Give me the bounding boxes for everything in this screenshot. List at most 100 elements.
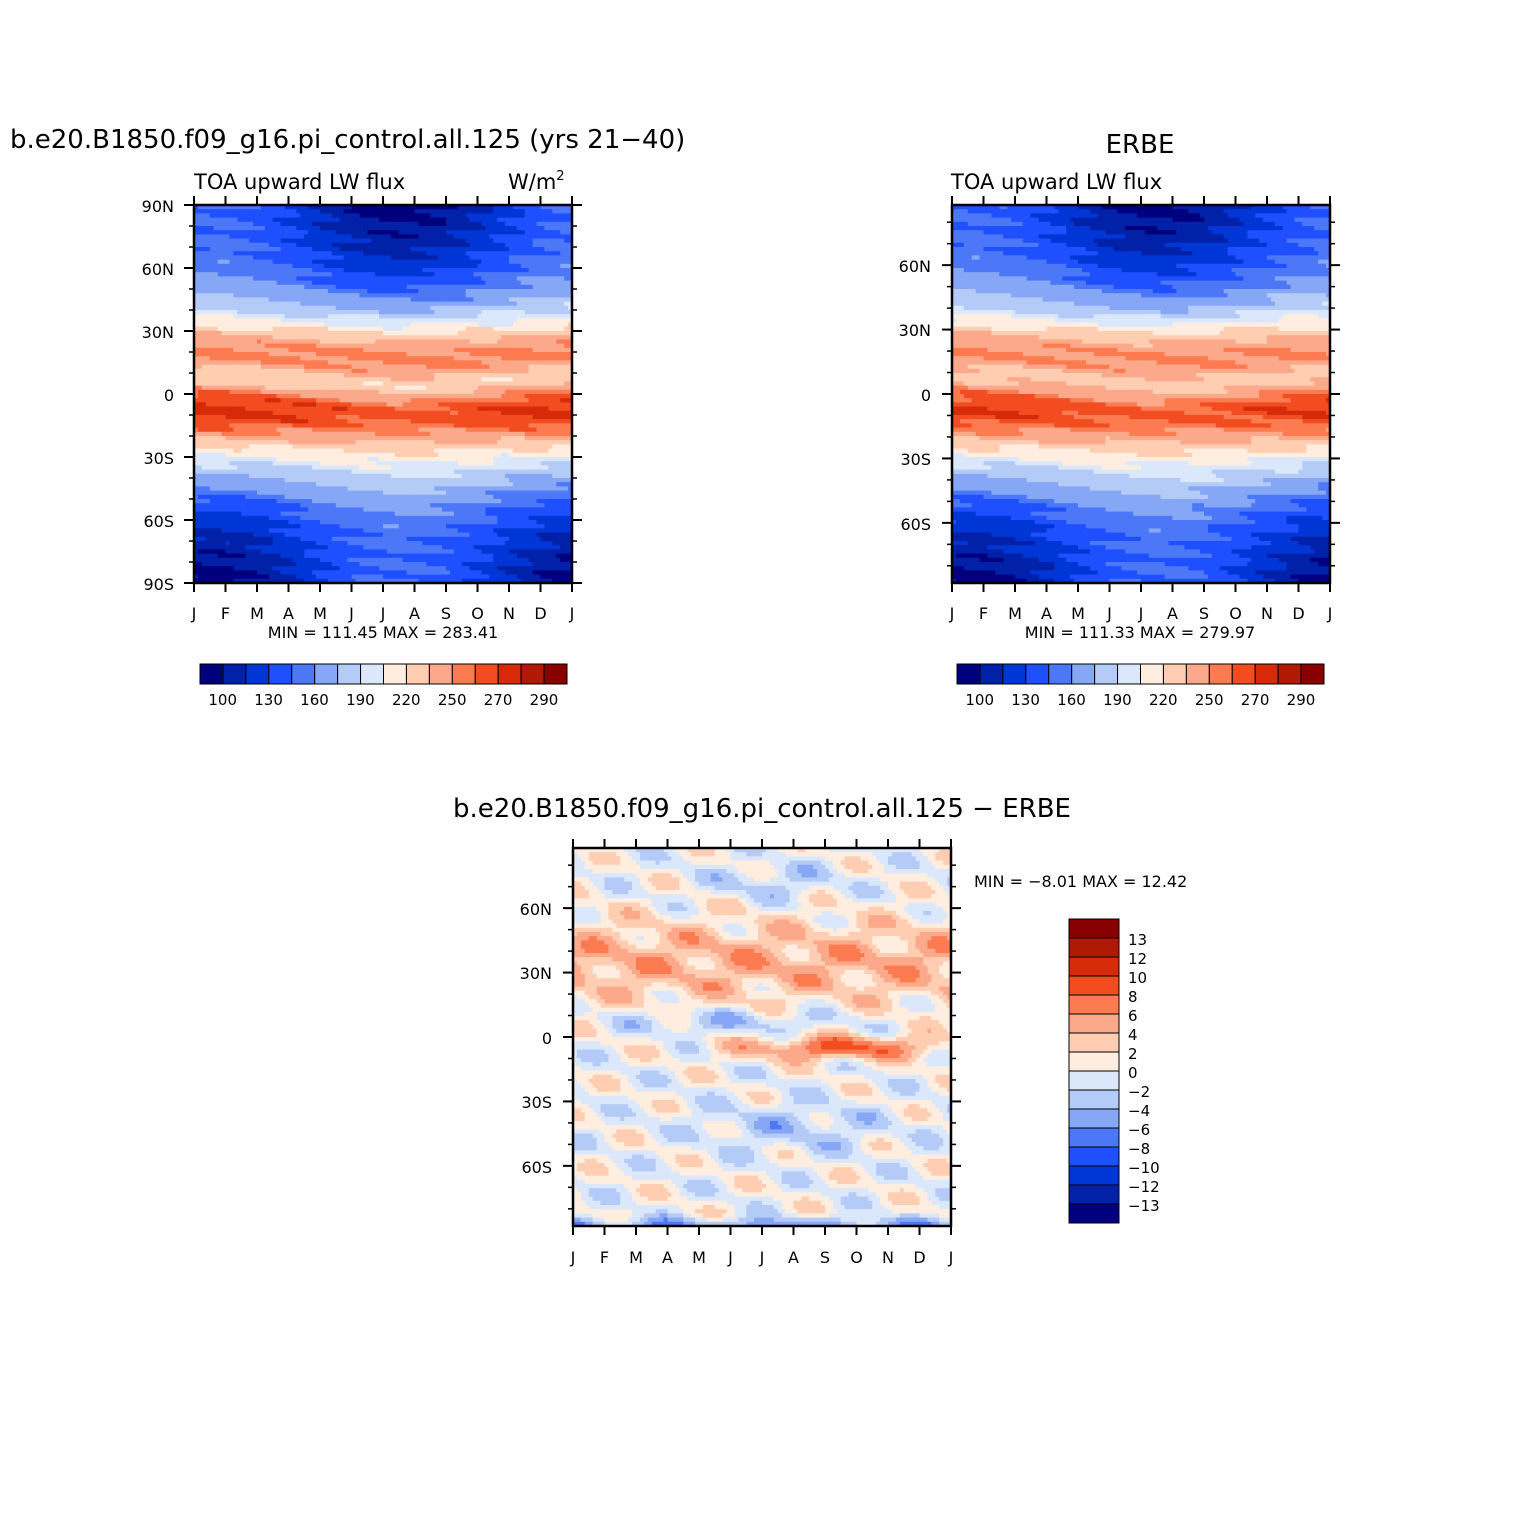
model-contour-cell [332,386,337,391]
model-contour-cell [273,218,278,223]
model-contour-cell [529,251,534,256]
model-contour-cell [336,302,341,307]
model-contour-cell [446,310,451,315]
model-contour-cell [241,411,246,416]
model-contour-cell [304,213,309,218]
model-contour-cell [202,272,207,277]
model-contour-cell [241,213,246,218]
model-contour-cell [375,318,380,323]
model-contour-cell [450,318,455,323]
model-contour-cell [233,411,238,416]
model-contour-cell [529,209,534,214]
model-contour-cell [367,331,372,336]
model-contour-cell [269,352,274,357]
model-contour-cell [548,411,553,416]
model-contour-cell [229,251,234,256]
model-contour-cell [237,352,242,357]
model-contour-cell [253,297,258,302]
model-contour-cell [521,209,526,214]
model-contour-cell [292,255,297,260]
model-contour-cell [249,293,254,298]
model-contour-cell [210,339,215,344]
model-contour-cell [218,302,223,307]
model-contour-cell [285,251,290,256]
model-contour-cell [308,411,313,416]
model-contour-cell [273,289,278,294]
model-contour-cell [544,255,549,260]
model-contour-cell [344,314,349,319]
model-contour-cell [454,369,459,374]
model-contour-cell [233,314,238,319]
model-contour-cell [403,377,408,382]
model-contour-cell [233,243,238,248]
model-contour-cell [438,331,443,336]
model-contour-cell [316,247,321,252]
model-contour-cell [411,344,416,349]
model-contour-cell [367,243,372,248]
model-contour-cell [407,243,412,248]
model-contour-cell [560,323,565,328]
model-contour-cell [493,276,498,281]
model-contour-cell [470,289,475,294]
model-contour-cell [434,327,439,332]
model-contour-cell [324,272,329,277]
model-contour-cell [237,302,242,307]
model-contour-cell [245,398,250,403]
model-contour-cell [214,348,219,353]
model-contour-cell [218,356,223,361]
model-contour-cell [415,247,420,252]
model-contour-cell [407,381,412,386]
model-contour-cell [560,394,565,399]
model-contour-cell [265,327,270,332]
model-contour-cell [202,386,207,391]
model-contour-cell [257,327,262,332]
model-contour-cell [233,356,238,361]
model-contour-cell [411,415,416,420]
model-contour-cell [418,348,423,353]
model-contour-cell [470,394,475,399]
model-contour-cell [501,402,506,407]
model-contour-cell [509,251,514,256]
model-contour-cell [320,335,325,340]
model-contour-cell [470,222,475,227]
model-contour-cell [355,285,360,290]
model-contour-cell [241,318,246,323]
model-contour-cell [525,281,530,286]
model-contour-cell [458,419,463,424]
model-contour-cell [403,230,408,235]
model-contour-cell [241,251,246,256]
model-contour-cell [426,285,431,290]
model-contour-cell [198,218,203,223]
model-contour-cell [544,373,549,378]
model-contour-cell [340,369,345,374]
model-contour-cell [544,306,549,311]
model-contour-cell [462,281,467,286]
model-contour-cell [202,247,207,252]
model-contour-cell [458,302,463,307]
model-contour-cell [541,239,546,244]
model-contour-cell [371,356,376,361]
model-contour-cell [359,415,364,420]
model-contour-cell [222,352,227,357]
model-contour-cell [379,356,384,361]
model-contour-cell [544,230,549,235]
model-contour-cell [214,302,219,307]
model-contour-cell [292,276,297,281]
model-contour-cell [198,365,203,370]
model-contour-cell [442,394,447,399]
model-contour-cell [229,268,234,273]
model-contour-cell [442,243,447,248]
model-contour-cell [324,398,329,403]
model-contour-cell [281,213,286,218]
model-contour-cell [474,373,479,378]
model-contour-cell [541,276,546,281]
model-contour-cell [210,335,215,340]
model-contour-cell [422,239,427,244]
model-contour-cell [202,276,207,281]
model-contour-cell [383,381,388,386]
model-contour-cell [210,213,215,218]
model-contour-cell [552,369,557,374]
model-contour-cell [304,222,309,227]
model-contour-cell [320,419,325,424]
model-contour-cell [434,344,439,349]
